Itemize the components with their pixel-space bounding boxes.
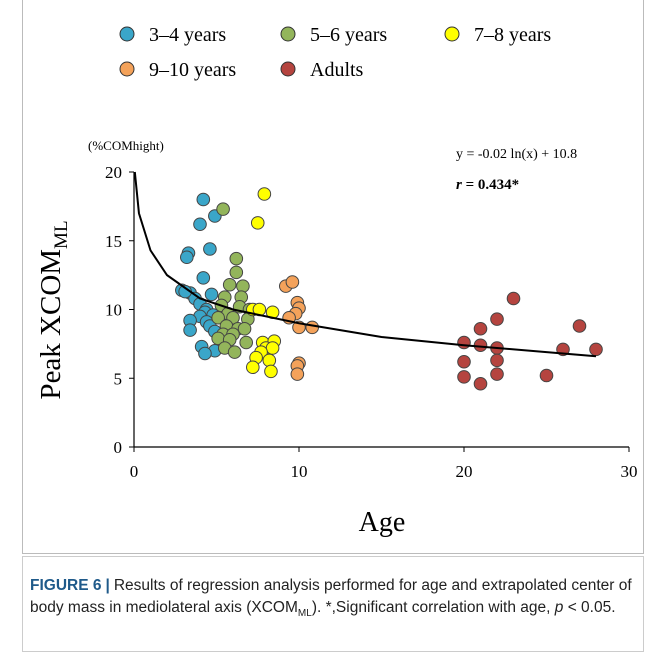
point [572, 319, 587, 333]
caption-text: ). *,Significant correlation with age, [311, 599, 555, 616]
y-label-sub: ML [51, 220, 72, 249]
point [473, 321, 488, 336]
point [196, 192, 211, 207]
x-tick-label: 30 [621, 462, 638, 481]
legend-label: 5–6 years [310, 24, 387, 46]
equation: y = -0.02 ln(x) + 10.8 [456, 147, 577, 162]
legend-marker [280, 26, 296, 42]
point [229, 251, 244, 266]
point [589, 342, 603, 357]
point [237, 321, 252, 336]
y-tick-label: 20 [105, 163, 122, 182]
x-tick-label: 0 [130, 462, 139, 481]
y-tick-label: 15 [105, 232, 122, 251]
point [250, 216, 265, 230]
point [203, 242, 217, 256]
x-tick-label: 20 [456, 462, 473, 481]
r-text: r = 0.434* [456, 177, 519, 193]
point [473, 376, 488, 391]
point [457, 370, 471, 384]
y-tick-label: 5 [114, 369, 123, 388]
legend-label: Adults [310, 59, 364, 81]
point [490, 367, 504, 381]
caption: FIGURE 6 | Results of regression analysis … [22, 556, 644, 652]
point [216, 202, 230, 216]
y-tick-label: 0 [114, 438, 123, 457]
legend-marker [119, 26, 135, 42]
legend-label: 3–4 years [149, 24, 226, 46]
point [239, 335, 253, 350]
legend-marker [280, 61, 296, 77]
caption-text: Results of regression analysis performed… [30, 577, 632, 616]
point [264, 364, 278, 379]
r-value: = 0.434* [462, 177, 519, 193]
point [211, 310, 225, 325]
y-axis-label: Peak XCOMML [35, 220, 72, 399]
point [305, 320, 320, 335]
point [265, 341, 280, 355]
point [246, 360, 260, 375]
caption-sub: ML [297, 608, 312, 620]
caption-label: FIGURE 6 [30, 577, 102, 594]
point [193, 217, 207, 232]
point [196, 271, 211, 285]
point [229, 265, 244, 280]
point [490, 353, 504, 368]
point [457, 354, 471, 369]
x-axis-label: Age [359, 507, 406, 538]
point [539, 368, 554, 383]
caption-text: < 0.05. [563, 599, 616, 616]
y-label: Peak XCOM [35, 249, 67, 400]
chart-frame [22, 0, 644, 554]
point [183, 323, 197, 337]
legend-marker [119, 61, 135, 77]
point [490, 312, 504, 326]
fit-line [133, 171, 597, 358]
point [290, 367, 305, 381]
point [227, 345, 242, 359]
caption-p: p [554, 599, 564, 616]
point [457, 335, 471, 350]
point [285, 275, 300, 289]
x-tick-label: 10 [291, 462, 308, 481]
point [506, 291, 521, 306]
chart: (%COMhight) y = -0.02 ln(x) + 10.8 r = 0… [35, 24, 638, 538]
point [473, 338, 488, 353]
point [180, 250, 194, 265]
y-tick-label: 10 [105, 301, 122, 320]
caption-separator: | [105, 577, 110, 594]
y-unit: (%COMhight) [88, 138, 164, 153]
point [257, 187, 272, 201]
r-label: r [456, 177, 462, 193]
point [204, 287, 219, 302]
legend-label: 9–10 years [149, 59, 236, 81]
point [198, 346, 212, 361]
point [222, 277, 237, 292]
legend-marker [444, 26, 460, 42]
legend-label: 7–8 years [474, 24, 551, 46]
